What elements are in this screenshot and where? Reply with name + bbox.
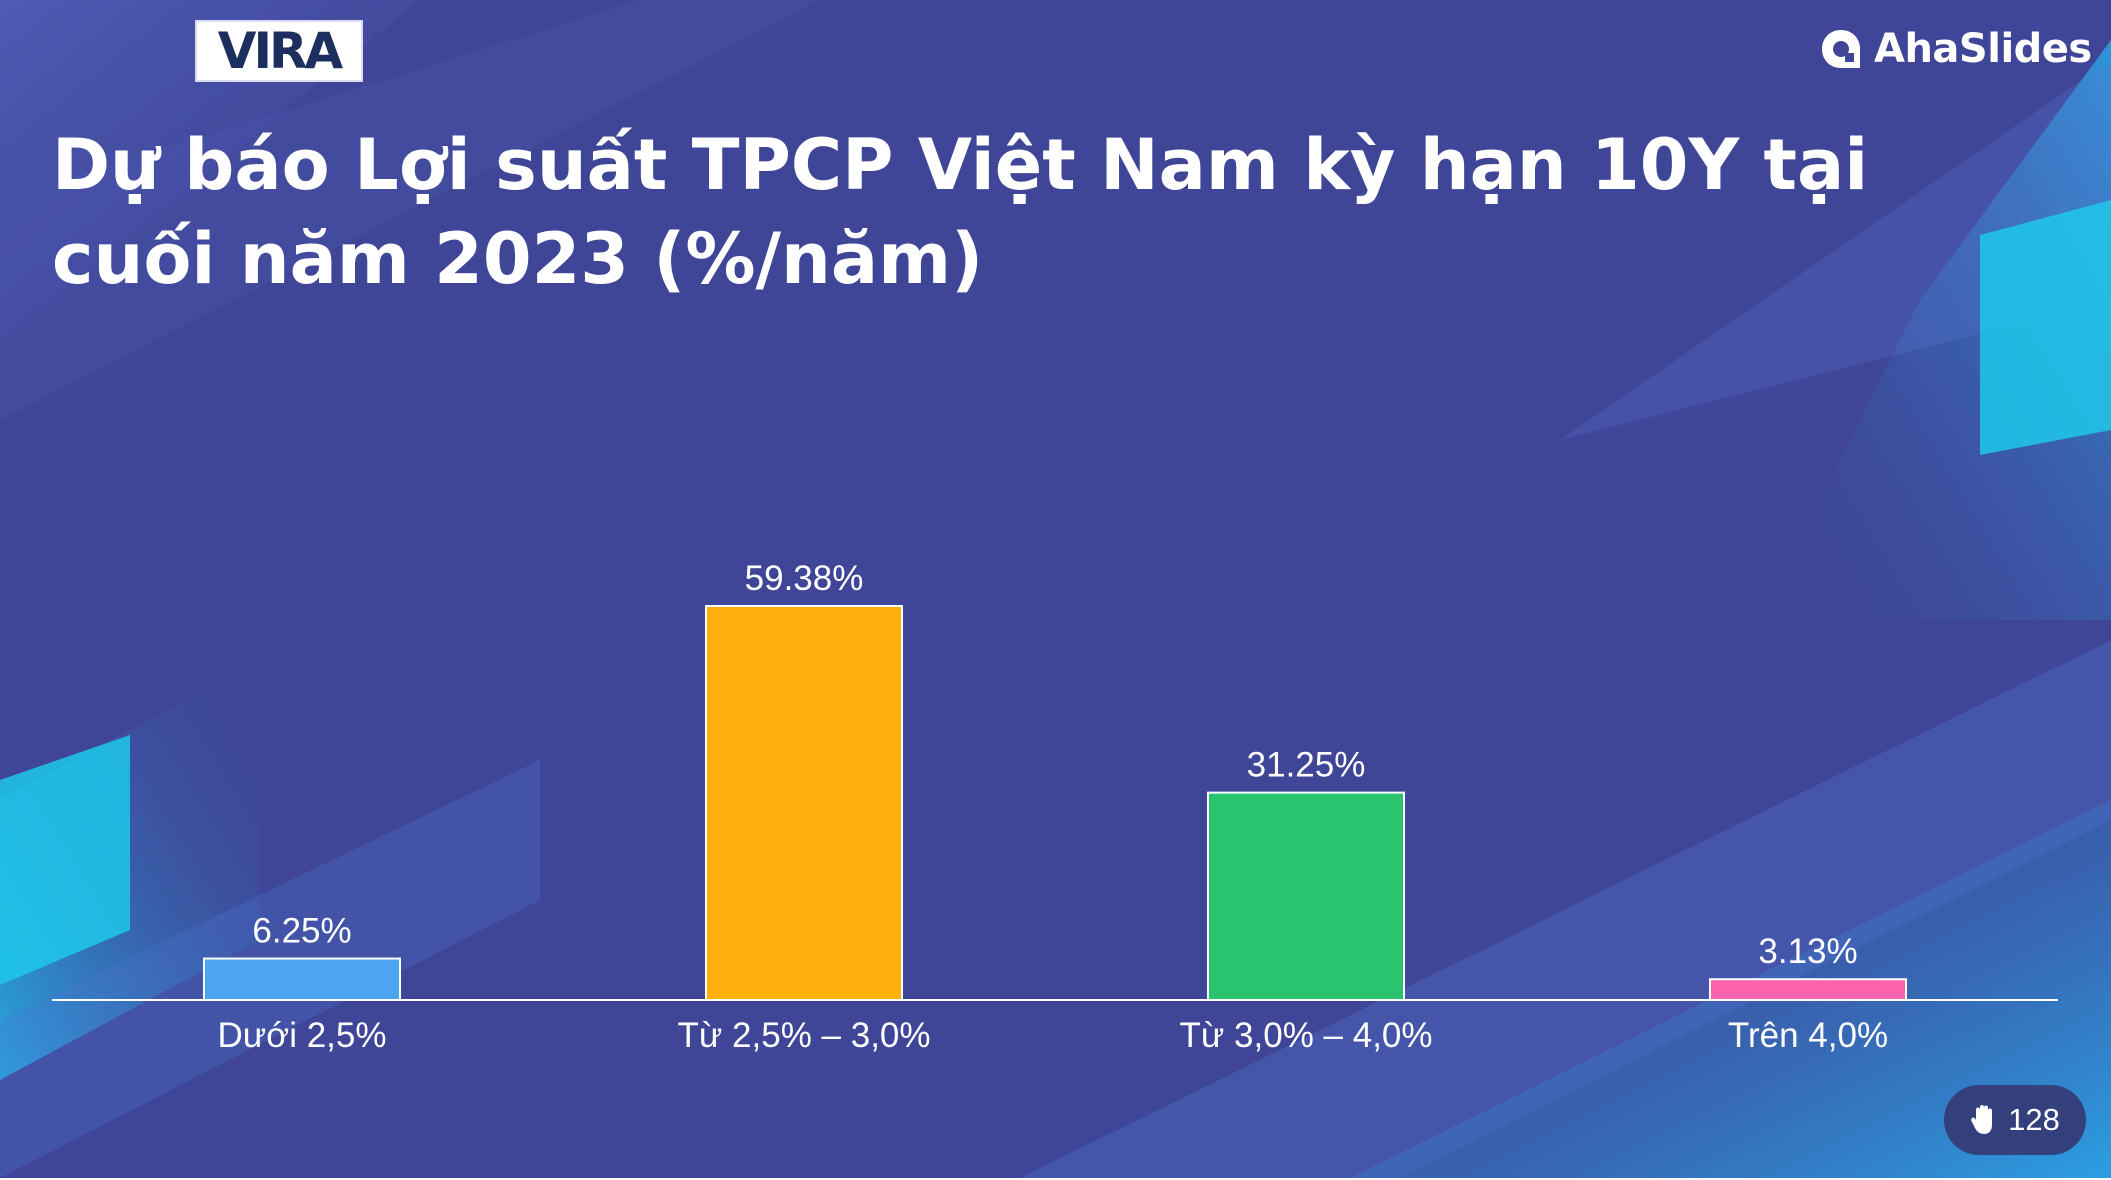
ahaslides-logo: AhaSlides [1818,22,2092,76]
band-top-left [0,0,420,340]
value-label-4: 3.13% [1758,932,1857,971]
response-count: 128 [2008,1102,2060,1137]
bar-4 [1709,978,1907,1002]
ahaslides-logo-text: AhaSlides [1874,26,2092,72]
response-count-badge[interactable]: 128 [1944,1085,2086,1155]
band-right [1760,40,2111,620]
band-left-cyan [0,735,130,985]
category-label-1: Dưới 2,5% [218,1016,387,1055]
band-bottom-right-2 [1020,640,2111,1178]
slide-title: Dự báo Lợi suất TPCP Việt Nam kỳ hạn 10Y… [52,124,1869,300]
value-label-3: 31.25% [1247,746,1366,785]
vira-logo: VIRA [195,20,363,82]
band-right-2 [1560,60,2111,440]
category-label-2: Từ 2,5% – 3,0% [678,1016,931,1055]
category-label-3: Từ 3,0% – 4,0% [1180,1016,1433,1055]
band-right-cyan [1980,200,2111,455]
value-label-1: 6.25% [252,912,351,951]
raised-hand-icon [1971,1105,1993,1134]
vira-logo-text: VIRA [217,22,343,80]
bar-1 [203,957,401,1001]
bar-3 [1207,791,1405,1002]
bar-2 [705,605,903,1001]
band-top-left-2 [0,0,820,420]
ahaslides-logo-icon [1822,30,1860,68]
category-label-4: Trên 4,0% [1728,1016,1888,1055]
value-label-2: 59.38% [745,559,864,598]
